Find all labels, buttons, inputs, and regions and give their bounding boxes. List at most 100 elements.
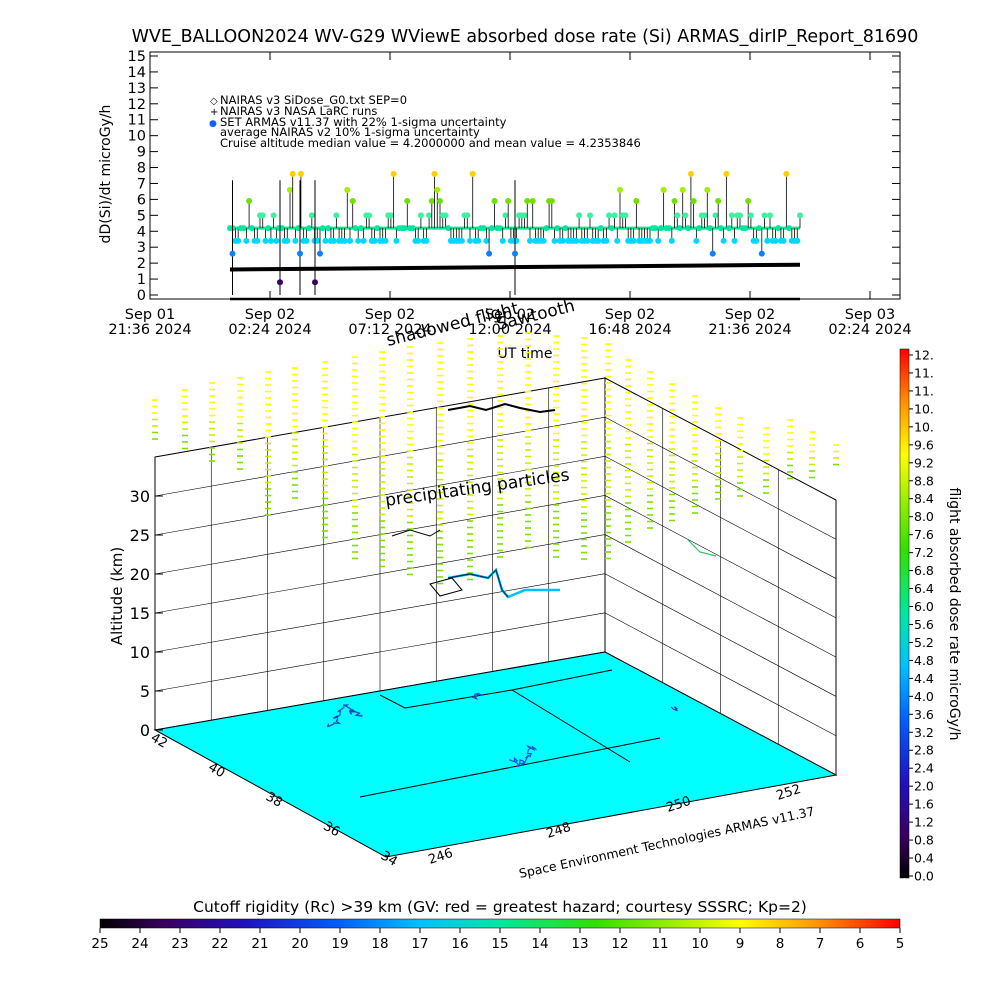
y-tick-label: 1 — [137, 272, 146, 288]
x-tick-label-date: Sep 02 — [365, 307, 415, 323]
armas-point — [701, 212, 708, 219]
armas-point — [483, 237, 490, 244]
rigidity-tick-label: 17 — [411, 936, 428, 952]
x-tick-label-time: 12:00 2024 — [468, 322, 551, 338]
colorbar-tick-label: 8.4 — [914, 491, 934, 506]
rigidity-tick-label: 25 — [91, 936, 108, 952]
armas-point — [284, 237, 291, 244]
colorbar-tick-label: 2.8 — [914, 743, 934, 758]
dose-rate-colorbar-label: flight absorbed dose rate microGy/h — [946, 488, 962, 741]
armas-point — [745, 197, 752, 204]
colorbar-tick-label: 0.4 — [914, 851, 934, 866]
longitude-tick-label: 250 — [665, 794, 693, 816]
armas-point — [374, 225, 381, 232]
z-tick-label: 30 — [130, 487, 150, 506]
armas-point — [387, 212, 394, 219]
armas-point — [415, 237, 422, 244]
armas-point — [595, 237, 602, 244]
armas-point — [417, 212, 424, 219]
armas-point — [270, 212, 277, 219]
armas-point — [330, 237, 337, 244]
colorbar-tick-label: 5.2 — [914, 635, 934, 650]
armas-point — [382, 237, 389, 244]
armas-point — [344, 186, 351, 193]
armas-point — [409, 225, 416, 232]
armas-point — [647, 237, 653, 244]
armas-point — [657, 225, 664, 232]
armas-point — [573, 237, 580, 244]
flight-track-box — [429, 577, 463, 597]
armas-point — [229, 250, 236, 257]
armas-point — [666, 225, 673, 232]
armas-point — [677, 225, 683, 232]
colorbar-tick-label: 1.2 — [914, 815, 934, 830]
armas-point — [742, 225, 749, 232]
armas-point — [431, 170, 438, 177]
rigidity-tick-label: 22 — [211, 936, 228, 952]
armas-point — [248, 225, 255, 232]
z-tick-label: 15 — [130, 604, 150, 623]
x-tick-label-time: 21:36 2024 — [108, 322, 191, 338]
armas-point — [235, 237, 242, 244]
armas-point — [543, 225, 550, 232]
colorbar-tick-label: 0.0 — [914, 869, 934, 884]
armas-point — [753, 237, 760, 244]
armas-point — [499, 237, 506, 244]
armas-point — [265, 225, 272, 232]
rigidity-tick-label: 13 — [571, 936, 588, 952]
armas-point — [262, 237, 269, 244]
colorbar-tick-label: 9.2 — [914, 455, 934, 470]
armas-point — [488, 225, 495, 232]
armas-point — [660, 186, 667, 193]
armas-point — [786, 225, 793, 232]
armas-point — [548, 197, 555, 204]
colorbar-tick-label: 9.6 — [914, 437, 934, 452]
colorbar-tick-label: 12. — [914, 348, 934, 363]
armas-point — [633, 197, 640, 204]
y-tick-label: 11 — [128, 113, 146, 129]
armas-point — [491, 197, 498, 204]
longitude-axis: 246 248 250 252 — [427, 782, 803, 868]
armas-point — [704, 186, 711, 193]
colorbar-tick-label: 10. — [914, 419, 934, 434]
armas-point — [767, 212, 773, 219]
armas-point — [731, 237, 738, 244]
y-tick-label: 5 — [137, 208, 146, 224]
armas-point — [554, 225, 561, 232]
armas-point — [780, 237, 787, 244]
armas-point — [246, 197, 253, 204]
cutoff-rigidity-title: Cutoff rigidity (Rc) >39 km (GV: red = g… — [193, 898, 807, 916]
armas-point — [325, 225, 332, 232]
armas-point — [709, 250, 716, 257]
armas-point — [322, 237, 329, 244]
colorbar-tick-label: 6.8 — [914, 563, 934, 578]
armas-point — [277, 279, 283, 286]
colorbar-tick-label: 7.2 — [914, 545, 934, 560]
latitude-tick-label: 36 — [321, 819, 343, 840]
latitude-tick-label: 40 — [206, 760, 228, 781]
armas-point — [371, 237, 378, 244]
precipitating-particle-columns — [152, 332, 839, 585]
armas-point — [306, 225, 313, 232]
armas-point — [289, 170, 296, 177]
armas-point — [267, 237, 274, 244]
armas-point — [287, 186, 293, 193]
legend-marker-nairas-g0: ◇ — [210, 96, 218, 107]
z-tick-label: 10 — [130, 643, 150, 662]
dose-rate-colorbar-ticks: 12. 11. 11. 10. 10. 9.6 9.2 8.8 8.4 8.0 7.6 7.2 6.8 6… — [909, 348, 934, 884]
x-tick-label-date: Sep 01 — [125, 307, 175, 323]
armas-point — [349, 197, 356, 204]
armas-point — [303, 237, 310, 244]
cutoff-rigidity-bar: Cutoff rigidity (Rc) >39 km (GV: red = g… — [91, 898, 904, 952]
armas-point — [783, 170, 790, 177]
armas-point — [723, 170, 730, 177]
rigidity-tick-label: 6 — [856, 936, 865, 952]
armas-point — [685, 225, 692, 232]
rigidity-tick-label: 16 — [451, 936, 468, 952]
cutoff-rigidity-gradient — [99, 918, 901, 929]
colorbar-tick-label: 11. — [914, 365, 934, 380]
colorbar-tick-label: 1.6 — [914, 797, 934, 812]
armas-point — [608, 225, 615, 232]
ground-track-segment — [670, 706, 678, 712]
